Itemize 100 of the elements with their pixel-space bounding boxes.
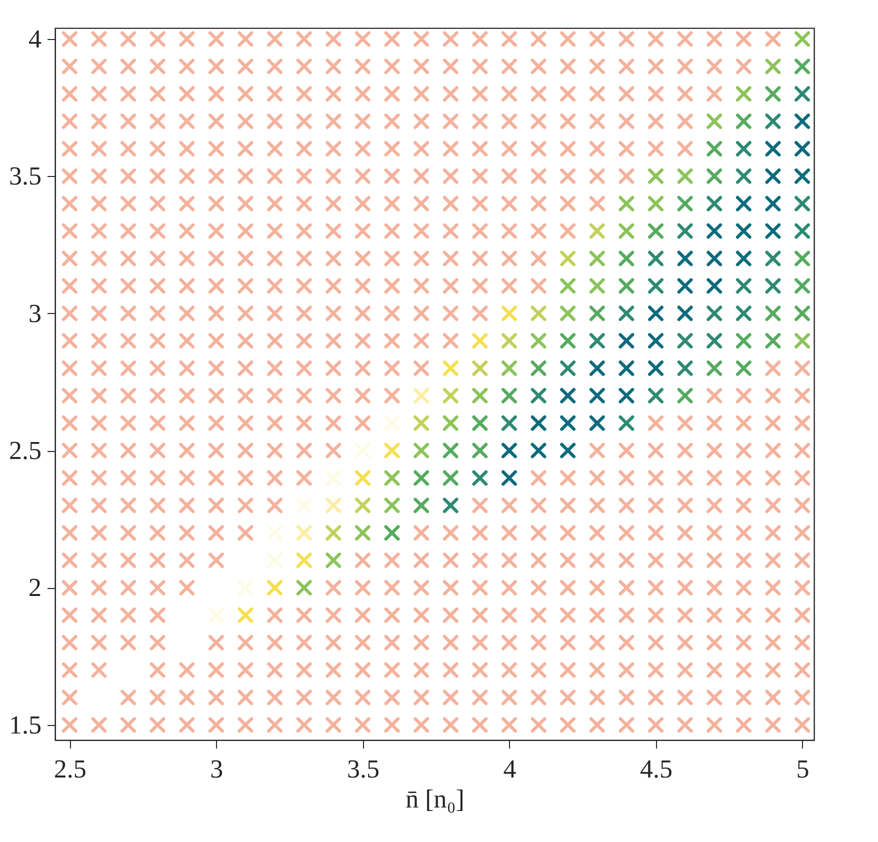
point	[618, 388, 634, 404]
point	[62, 114, 78, 130]
point	[706, 250, 722, 266]
point	[530, 470, 546, 486]
point	[326, 498, 342, 514]
point	[354, 498, 370, 514]
point	[208, 360, 224, 376]
point	[794, 498, 810, 514]
point	[765, 498, 781, 514]
point	[238, 634, 254, 650]
point	[354, 662, 370, 678]
point	[530, 442, 546, 458]
point	[296, 31, 312, 47]
point	[706, 442, 722, 458]
point	[765, 278, 781, 294]
point	[618, 634, 634, 650]
point	[706, 58, 722, 74]
point	[765, 223, 781, 239]
point	[442, 114, 458, 130]
point	[472, 442, 488, 458]
point	[179, 114, 195, 130]
point	[530, 690, 546, 706]
point	[62, 552, 78, 568]
point	[677, 415, 693, 431]
point	[648, 388, 664, 404]
point	[208, 607, 224, 623]
point	[618, 31, 634, 47]
point	[384, 580, 400, 596]
point	[120, 250, 136, 266]
point	[618, 690, 634, 706]
point	[326, 717, 342, 733]
point	[120, 86, 136, 102]
y-tick-label: 2.5	[9, 436, 42, 466]
point	[502, 662, 517, 678]
point	[179, 580, 195, 596]
point	[442, 552, 458, 568]
point	[91, 333, 107, 349]
point	[706, 498, 722, 514]
point	[502, 141, 517, 156]
point	[589, 360, 605, 376]
point	[560, 388, 576, 404]
point	[736, 442, 752, 458]
point	[267, 552, 283, 568]
point	[150, 662, 166, 678]
point	[267, 415, 283, 431]
point	[765, 196, 781, 212]
point	[238, 442, 254, 458]
point	[150, 360, 166, 376]
point	[120, 31, 136, 47]
point	[179, 470, 195, 486]
point	[677, 607, 693, 623]
point	[677, 552, 693, 568]
point	[794, 306, 810, 322]
point	[91, 141, 107, 156]
point	[384, 662, 400, 678]
point	[530, 114, 546, 130]
point	[618, 717, 634, 733]
point	[677, 86, 693, 102]
point	[589, 141, 605, 156]
point	[238, 498, 254, 514]
point	[208, 634, 224, 650]
point	[354, 717, 370, 733]
y-tick-label: 4	[28, 24, 42, 54]
point	[91, 31, 107, 47]
point	[179, 662, 195, 678]
point	[677, 196, 693, 212]
point	[326, 168, 342, 184]
point	[765, 415, 781, 431]
point	[238, 141, 254, 156]
point	[120, 196, 136, 212]
point	[618, 58, 634, 74]
point	[326, 278, 342, 294]
point	[62, 607, 78, 623]
point	[530, 634, 546, 650]
point	[589, 498, 605, 514]
point	[794, 86, 810, 102]
point	[296, 580, 312, 596]
point	[502, 196, 517, 212]
point	[62, 580, 78, 596]
point	[502, 223, 517, 239]
point	[238, 525, 254, 541]
point	[560, 196, 576, 212]
point	[354, 86, 370, 102]
point	[91, 196, 107, 212]
point	[560, 114, 576, 130]
point	[326, 690, 342, 706]
point	[414, 717, 430, 733]
point	[296, 196, 312, 212]
point	[560, 86, 576, 102]
point	[91, 278, 107, 294]
point	[794, 250, 810, 266]
point	[442, 525, 458, 541]
point	[442, 415, 458, 431]
point	[736, 388, 752, 404]
point	[736, 690, 752, 706]
point	[736, 58, 752, 74]
point	[267, 31, 283, 47]
point	[442, 250, 458, 266]
point	[472, 223, 488, 239]
point	[472, 250, 488, 266]
